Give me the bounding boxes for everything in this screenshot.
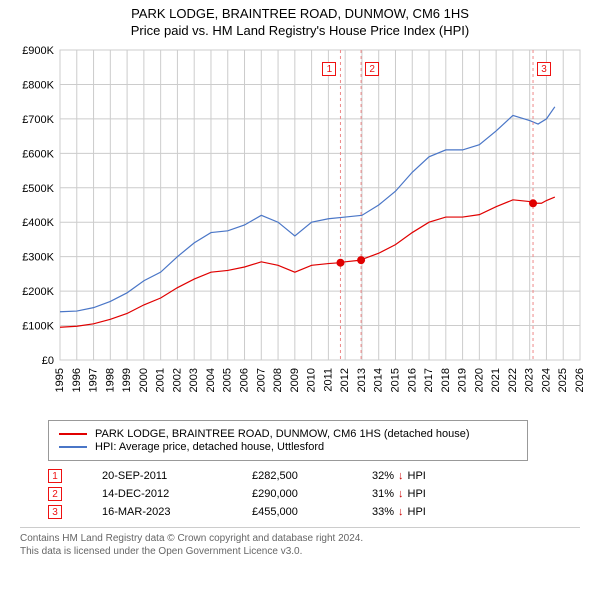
svg-text:2016: 2016 bbox=[406, 368, 418, 392]
sale-delta-cmp: HPI bbox=[408, 470, 426, 482]
arrow-down-icon: ↓ bbox=[398, 470, 404, 482]
svg-text:2007: 2007 bbox=[255, 368, 267, 392]
svg-text:2003: 2003 bbox=[188, 368, 200, 392]
svg-text:2012: 2012 bbox=[339, 368, 351, 392]
svg-text:2020: 2020 bbox=[473, 368, 485, 392]
chart-marker-1: 1 bbox=[322, 62, 336, 76]
svg-text:£600K: £600K bbox=[22, 148, 54, 160]
svg-text:1999: 1999 bbox=[121, 368, 133, 392]
svg-text:2006: 2006 bbox=[239, 368, 251, 392]
svg-text:2019: 2019 bbox=[457, 368, 469, 392]
svg-text:2004: 2004 bbox=[205, 368, 217, 392]
svg-text:£300K: £300K bbox=[22, 251, 54, 263]
attribution-line-2: This data is licensed under the Open Gov… bbox=[20, 545, 580, 558]
sale-delta: 33% ↓ HPI bbox=[372, 506, 492, 518]
chart-x-axis: 1995 1996 1997 1998 1999 2000 2001 2002 2003 2004… bbox=[54, 368, 586, 392]
chart: £0 £100K £200K £300K £400K £500K £600K £700K £80… bbox=[10, 44, 590, 414]
legend-row-0: PARK LODGE, BRAINTREE ROAD, DUNMOW, CM6 … bbox=[59, 428, 517, 440]
svg-text:£700K: £700K bbox=[22, 114, 54, 126]
sale-delta: 31% ↓ HPI bbox=[372, 488, 492, 500]
svg-text:1997: 1997 bbox=[88, 368, 100, 392]
chart-series bbox=[60, 107, 555, 327]
legend-swatch bbox=[59, 446, 87, 448]
svg-text:£400K: £400K bbox=[22, 217, 54, 229]
svg-text:2002: 2002 bbox=[171, 368, 183, 392]
sale-marker: 3 bbox=[48, 505, 62, 519]
attribution-line-1: Contains HM Land Registry data © Crown c… bbox=[20, 532, 580, 545]
legend-row-1: HPI: Average price, detached house, Uttl… bbox=[59, 441, 517, 453]
title-line-1: PARK LODGE, BRAINTREE ROAD, DUNMOW, CM6 … bbox=[10, 6, 590, 23]
svg-text:£900K: £900K bbox=[22, 45, 54, 57]
svg-text:£100K: £100K bbox=[22, 320, 54, 332]
sale-date: 20-SEP-2011 bbox=[102, 470, 212, 482]
svg-text:2023: 2023 bbox=[524, 368, 536, 392]
chart-marker-3: 3 bbox=[537, 62, 551, 76]
sale-price: £290,000 bbox=[252, 488, 332, 500]
legend-label: PARK LODGE, BRAINTREE ROAD, DUNMOW, CM6 … bbox=[95, 428, 470, 440]
svg-text:2011: 2011 bbox=[322, 368, 334, 392]
sale-price: £282,500 bbox=[252, 470, 332, 482]
sale-delta-pct: 31% bbox=[372, 488, 394, 500]
svg-text:2017: 2017 bbox=[423, 368, 435, 392]
svg-text:£500K: £500K bbox=[22, 183, 54, 195]
svg-text:1995: 1995 bbox=[54, 368, 66, 392]
svg-text:2013: 2013 bbox=[356, 368, 368, 392]
sale-row-1: 1 20-SEP-2011 £282,500 32% ↓ HPI bbox=[48, 469, 590, 483]
sales-table: 1 20-SEP-2011 £282,500 32% ↓ HPI 2 14-DEC-2012 £… bbox=[48, 469, 590, 519]
legend-label: HPI: Average price, detached house, Uttl… bbox=[95, 441, 324, 453]
sale-price: £455,000 bbox=[252, 506, 332, 518]
svg-text:2005: 2005 bbox=[222, 368, 234, 392]
legend: PARK LODGE, BRAINTREE ROAD, DUNMOW, CM6 … bbox=[48, 420, 528, 461]
sale-delta-cmp: HPI bbox=[408, 488, 426, 500]
svg-text:2025: 2025 bbox=[557, 368, 569, 392]
svg-text:2026: 2026 bbox=[574, 368, 586, 392]
sale-delta: 32% ↓ HPI bbox=[372, 470, 492, 482]
svg-text:2009: 2009 bbox=[289, 368, 301, 392]
sale-row-2: 2 14-DEC-2012 £290,000 31% ↓ HPI bbox=[48, 487, 590, 501]
svg-text:£0: £0 bbox=[42, 355, 54, 367]
page: PARK LODGE, BRAINTREE ROAD, DUNMOW, CM6 … bbox=[0, 0, 600, 590]
attribution: Contains HM Land Registry data © Crown c… bbox=[20, 527, 580, 558]
chart-grid bbox=[60, 50, 580, 360]
svg-text:2008: 2008 bbox=[272, 368, 284, 392]
sale-delta-pct: 32% bbox=[372, 470, 394, 482]
svg-text:2001: 2001 bbox=[155, 368, 167, 392]
sale-delta-pct: 33% bbox=[372, 506, 394, 518]
title-block: PARK LODGE, BRAINTREE ROAD, DUNMOW, CM6 … bbox=[10, 6, 590, 40]
chart-marker-2: 2 bbox=[365, 62, 379, 76]
sale-marker: 1 bbox=[48, 469, 62, 483]
svg-text:2015: 2015 bbox=[389, 368, 401, 392]
svg-text:2014: 2014 bbox=[373, 368, 385, 392]
svg-text:2018: 2018 bbox=[440, 368, 452, 392]
svg-text:2024: 2024 bbox=[540, 368, 552, 392]
svg-text:2022: 2022 bbox=[507, 368, 519, 392]
svg-text:2021: 2021 bbox=[490, 368, 502, 392]
svg-text:£200K: £200K bbox=[22, 286, 54, 298]
arrow-down-icon: ↓ bbox=[398, 488, 404, 500]
svg-text:1996: 1996 bbox=[71, 368, 83, 392]
sale-date: 16-MAR-2023 bbox=[102, 506, 212, 518]
svg-text:2010: 2010 bbox=[306, 368, 318, 392]
sale-row-3: 3 16-MAR-2023 £455,000 33% ↓ HPI bbox=[48, 505, 590, 519]
chart-svg: £0 £100K £200K £300K £400K £500K £600K £700K £80… bbox=[10, 44, 590, 414]
svg-text:2000: 2000 bbox=[138, 368, 150, 392]
chart-y-axis: £0 £100K £200K £300K £400K £500K £600K £700K £80… bbox=[22, 45, 54, 367]
svg-text:£800K: £800K bbox=[22, 79, 54, 91]
sale-delta-cmp: HPI bbox=[408, 506, 426, 518]
title-line-2: Price paid vs. HM Land Registry's House … bbox=[10, 23, 590, 40]
svg-text:1998: 1998 bbox=[104, 368, 116, 392]
legend-swatch bbox=[59, 433, 87, 435]
sale-marker: 2 bbox=[48, 487, 62, 501]
arrow-down-icon: ↓ bbox=[398, 506, 404, 518]
sale-date: 14-DEC-2012 bbox=[102, 488, 212, 500]
chart-events bbox=[336, 50, 537, 360]
